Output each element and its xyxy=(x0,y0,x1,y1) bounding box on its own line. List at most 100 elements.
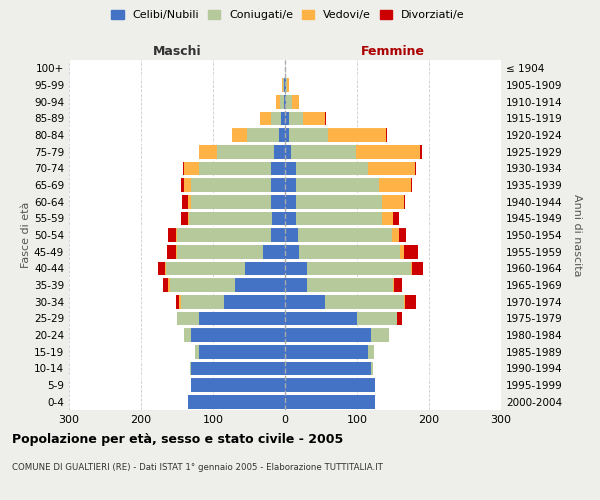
Bar xyxy=(379,178,411,192)
Bar xyxy=(199,345,285,358)
Bar xyxy=(404,245,418,258)
Bar xyxy=(285,262,307,275)
Bar xyxy=(371,362,373,375)
Bar xyxy=(285,145,291,158)
Bar xyxy=(165,262,166,275)
Bar xyxy=(274,145,285,158)
Bar xyxy=(271,162,285,175)
Bar xyxy=(285,212,296,225)
Bar xyxy=(394,278,401,292)
Bar xyxy=(277,95,280,108)
Bar xyxy=(195,345,199,358)
Bar xyxy=(287,78,289,92)
Bar xyxy=(272,212,285,225)
Bar xyxy=(393,278,394,292)
Bar xyxy=(163,278,169,292)
Bar xyxy=(176,295,179,308)
Bar xyxy=(292,95,299,108)
Bar xyxy=(285,345,368,358)
Bar xyxy=(285,112,289,125)
Bar xyxy=(285,228,298,242)
Bar xyxy=(382,195,404,208)
Bar xyxy=(325,295,404,308)
Bar xyxy=(184,162,199,175)
Bar xyxy=(289,112,303,125)
Bar xyxy=(307,278,393,292)
Bar xyxy=(285,295,325,308)
Bar xyxy=(296,162,368,175)
Bar xyxy=(281,112,285,125)
Bar xyxy=(285,378,375,392)
Bar xyxy=(405,295,416,308)
Bar xyxy=(285,245,299,258)
Bar xyxy=(280,95,284,108)
Bar xyxy=(285,162,296,175)
Bar xyxy=(184,178,191,192)
Bar xyxy=(271,195,285,208)
Bar xyxy=(412,262,423,275)
Bar xyxy=(189,212,272,225)
Bar xyxy=(177,228,271,242)
Bar xyxy=(411,178,412,192)
Bar xyxy=(285,178,296,192)
Bar xyxy=(285,312,357,325)
Bar xyxy=(386,128,387,142)
Bar xyxy=(291,145,356,158)
Bar xyxy=(356,145,421,158)
Bar xyxy=(368,162,415,175)
Bar xyxy=(285,95,286,108)
Bar xyxy=(271,228,285,242)
Bar xyxy=(303,112,325,125)
Bar xyxy=(170,278,235,292)
Bar xyxy=(296,178,379,192)
Bar xyxy=(299,245,400,258)
Bar xyxy=(245,262,285,275)
Bar xyxy=(397,312,403,325)
Bar xyxy=(415,162,416,175)
Bar xyxy=(404,295,405,308)
Bar xyxy=(328,128,386,142)
Bar xyxy=(177,245,263,258)
Bar xyxy=(382,212,393,225)
Bar xyxy=(199,312,285,325)
Bar xyxy=(169,228,176,242)
Bar xyxy=(181,178,184,192)
Bar xyxy=(199,162,271,175)
Bar xyxy=(176,245,177,258)
Bar xyxy=(191,378,285,392)
Text: Popolazione per età, sesso e stato civile - 2005: Popolazione per età, sesso e stato civil… xyxy=(12,432,343,446)
Bar xyxy=(411,262,412,275)
Bar xyxy=(182,195,188,208)
Bar xyxy=(368,345,374,358)
Bar xyxy=(399,228,406,242)
Bar xyxy=(188,395,285,408)
Bar xyxy=(184,328,191,342)
Bar xyxy=(392,228,399,242)
Bar xyxy=(279,128,285,142)
Bar xyxy=(283,78,284,92)
Bar xyxy=(298,228,392,242)
Bar xyxy=(191,328,285,342)
Bar xyxy=(393,212,399,225)
Bar xyxy=(271,112,281,125)
Bar xyxy=(263,245,285,258)
Bar xyxy=(285,78,286,92)
Bar xyxy=(285,195,296,208)
Bar xyxy=(285,128,289,142)
Text: Femmine: Femmine xyxy=(361,46,425,59)
Text: Maschi: Maschi xyxy=(152,46,202,59)
Bar xyxy=(181,295,224,308)
Bar xyxy=(199,145,217,158)
Y-axis label: Fasce di età: Fasce di età xyxy=(21,202,31,268)
Bar xyxy=(217,145,274,158)
Bar xyxy=(169,278,170,292)
Bar xyxy=(232,128,247,142)
Bar xyxy=(285,328,371,342)
Bar xyxy=(286,78,287,92)
Bar xyxy=(357,312,397,325)
Bar xyxy=(166,262,245,275)
Bar xyxy=(191,195,271,208)
Bar xyxy=(191,178,271,192)
Bar xyxy=(289,128,328,142)
Bar xyxy=(400,245,404,258)
